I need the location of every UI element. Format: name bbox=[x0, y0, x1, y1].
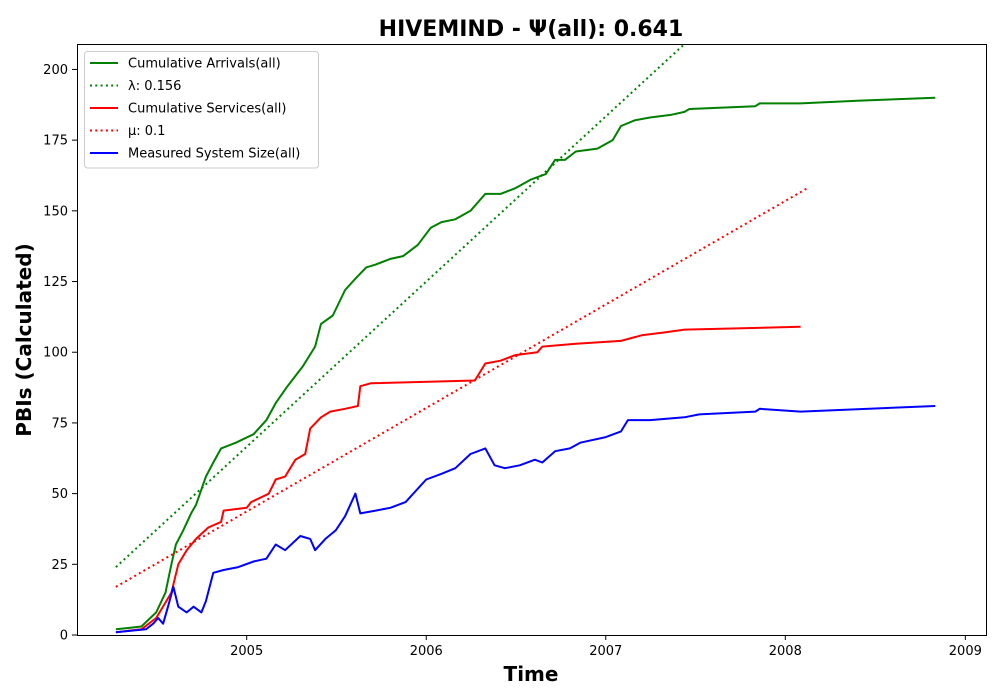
x-tick-label: 2005 bbox=[230, 644, 263, 659]
plot-area bbox=[115, 43, 936, 634]
legend-label: Measured System Size(all) bbox=[128, 147, 300, 162]
y-tick-label: 0 bbox=[60, 629, 68, 644]
legend-label: μ: 0.1 bbox=[128, 124, 165, 139]
legend-label: Cumulative Services(all) bbox=[128, 102, 286, 117]
y-tick-label: 125 bbox=[43, 275, 68, 290]
y-axis-label: PBIs (Calculated) bbox=[12, 243, 36, 436]
x-tick-label: 2008 bbox=[769, 644, 802, 659]
x-axis: 2005 2006 2007 2008 2009 bbox=[230, 635, 982, 659]
legend-label: Cumulative Arrivals(all) bbox=[128, 57, 281, 72]
y-tick-label: 175 bbox=[43, 134, 68, 149]
legend-frame bbox=[84, 51, 319, 169]
legend-label: λ: 0.156 bbox=[128, 79, 181, 94]
y-tick-label: 25 bbox=[51, 558, 68, 573]
series-line-1 bbox=[115, 43, 686, 568]
y-tick-label: 100 bbox=[43, 346, 68, 361]
x-tick-label: 2006 bbox=[410, 644, 443, 659]
chart-title: HIVEMIND - Ψ(all): 0.641 bbox=[379, 17, 684, 42]
series-line-0 bbox=[115, 96, 936, 631]
legend: Cumulative Arrivals(all) λ: 0.156 Cumulati… bbox=[84, 51, 319, 169]
x-tick-label: 2007 bbox=[589, 644, 622, 659]
y-tick-label: 150 bbox=[43, 204, 68, 219]
series-line-2 bbox=[115, 325, 801, 634]
x-tick-label: 2009 bbox=[949, 644, 982, 659]
y-tick-label: 200 bbox=[43, 63, 68, 78]
y-axis: 0 25 50 75 100 125 150 175 200 bbox=[43, 63, 77, 644]
series-line-4 bbox=[115, 405, 936, 634]
y-tick-label: 75 bbox=[51, 416, 68, 431]
x-axis-label: Time bbox=[504, 662, 559, 686]
axes-frame bbox=[77, 44, 987, 636]
series-line-3 bbox=[115, 187, 808, 588]
y-tick-label: 50 bbox=[51, 487, 68, 502]
